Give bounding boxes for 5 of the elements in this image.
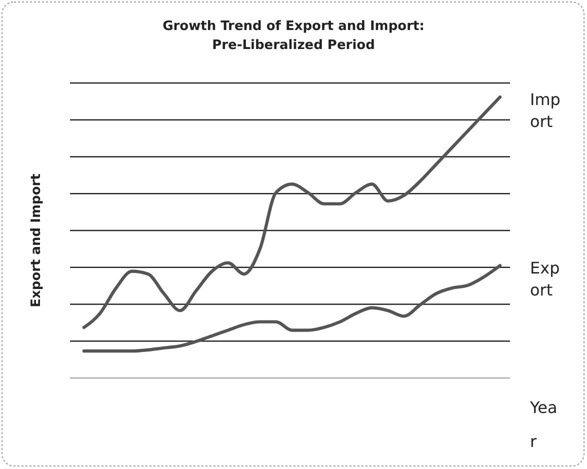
- series-label: Export: [530, 258, 560, 300]
- chart-title: Growth Trend of Export and Import: Pre-Liberalized Period: [162, 19, 424, 53]
- x-axis-title: Year: [529, 398, 558, 451]
- series-label: Import: [530, 90, 560, 132]
- y-axis-title: Export and Import: [29, 174, 44, 308]
